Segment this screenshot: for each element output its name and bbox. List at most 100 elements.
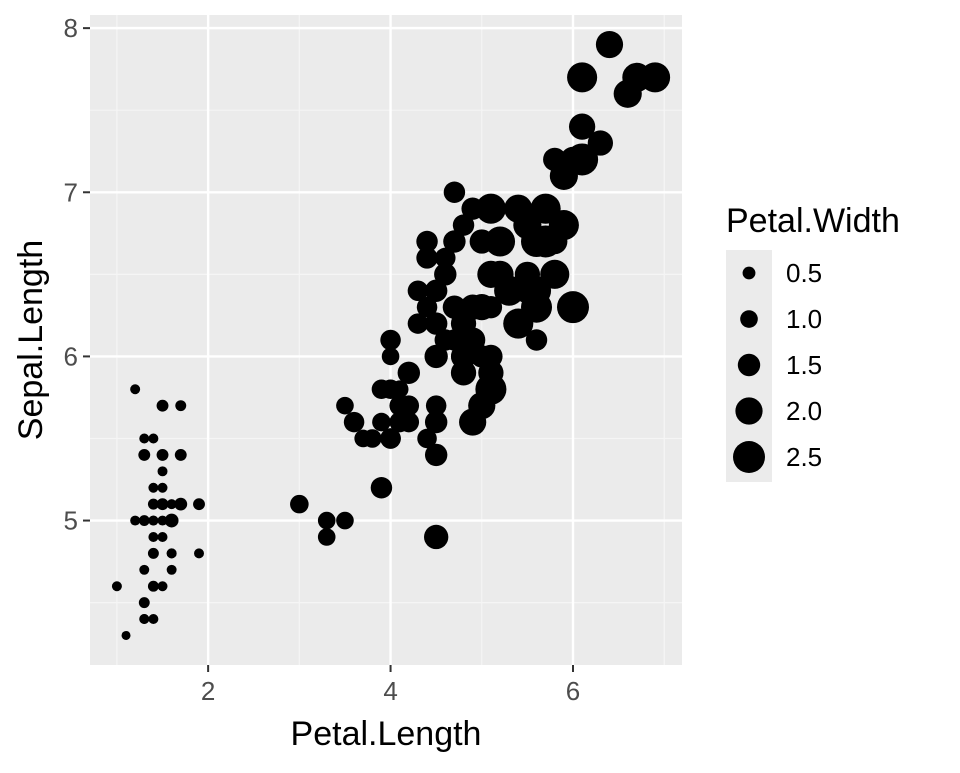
- data-point: [343, 411, 365, 433]
- data-point: [130, 515, 141, 526]
- legend-key-symbol: [740, 310, 758, 328]
- data-point: [475, 193, 506, 224]
- data-point: [121, 630, 131, 640]
- data-point: [175, 400, 187, 412]
- x-tick-label: 4: [383, 676, 397, 706]
- data-point: [139, 433, 150, 444]
- data-point: [450, 343, 477, 370]
- y-tick-label: 6: [64, 341, 78, 371]
- data-point: [459, 408, 487, 436]
- data-point: [157, 515, 168, 526]
- x-axis-ticks: 2 4 6: [201, 665, 580, 706]
- data-point: [424, 410, 448, 434]
- data-point: [148, 581, 159, 592]
- data-point: [148, 614, 159, 625]
- data-point: [336, 511, 354, 530]
- legend-key-symbol: [742, 266, 756, 280]
- data-point: [514, 278, 541, 304]
- data-point: [158, 483, 168, 493]
- legend-key-symbol: [733, 441, 765, 473]
- data-point: [354, 429, 373, 448]
- data-point: [424, 443, 448, 467]
- x-tick-label: 2: [201, 676, 215, 706]
- legend-key-label: 0.5: [786, 258, 822, 288]
- data-point: [560, 146, 586, 173]
- data-point: [397, 361, 421, 385]
- data-point: [148, 482, 159, 493]
- data-point: [194, 548, 204, 559]
- data-point: [157, 466, 168, 477]
- data-point: [156, 399, 169, 412]
- data-point: [157, 531, 168, 542]
- data-point: [166, 564, 177, 575]
- data-point: [148, 433, 159, 444]
- data-point: [380, 428, 401, 449]
- x-tick-label: 6: [566, 676, 580, 706]
- data-point: [543, 147, 567, 172]
- data-point: [435, 247, 456, 269]
- data-point: [556, 291, 589, 324]
- data-point: [484, 226, 516, 257]
- data-point: [417, 428, 437, 449]
- legend-title: Petal.Width: [726, 202, 900, 240]
- data-point: [529, 225, 562, 258]
- data-point: [166, 499, 177, 510]
- legend-key-symbol: [737, 353, 761, 377]
- data-point: [416, 247, 438, 269]
- data-point: [503, 308, 534, 339]
- data-point: [595, 30, 624, 59]
- y-axis-title: Sepal.Length: [12, 240, 50, 440]
- legend-key-label: 1.5: [786, 350, 822, 380]
- legend-key-symbol: [735, 397, 763, 425]
- y-tick-label: 8: [64, 13, 78, 43]
- data-point: [138, 515, 150, 527]
- data-point: [434, 329, 457, 351]
- legend-key-label: 2.0: [786, 396, 822, 426]
- data-point: [398, 411, 420, 433]
- data-point: [468, 294, 495, 321]
- data-point: [504, 194, 533, 223]
- legend-key-label: 1.0: [786, 304, 822, 334]
- data-point: [380, 379, 401, 400]
- data-point: [111, 581, 122, 592]
- data-point: [407, 313, 429, 334]
- data-point: [148, 532, 158, 542]
- data-point: [486, 260, 514, 288]
- data-point: [425, 395, 447, 416]
- data-point: [139, 564, 150, 575]
- data-point: [370, 476, 393, 499]
- data-point: [157, 581, 168, 592]
- data-point: [193, 498, 205, 511]
- data-point: [147, 498, 159, 510]
- data-point: [156, 448, 169, 461]
- data-point: [139, 614, 150, 625]
- y-tick-label: 7: [64, 177, 78, 207]
- data-point: [130, 384, 141, 395]
- data-point: [424, 279, 448, 302]
- data-point: [452, 214, 475, 236]
- data-point: [147, 547, 159, 559]
- data-point: [174, 497, 188, 511]
- data-point: [317, 511, 336, 530]
- data-point: [389, 395, 410, 416]
- data-point: [443, 181, 466, 204]
- data-points: [111, 30, 671, 640]
- data-point: [336, 396, 354, 415]
- data-point: [443, 230, 466, 253]
- data-point: [157, 499, 168, 510]
- y-tick-label: 5: [64, 506, 78, 536]
- size-legend: Petal.Width 0.5 1.0 1.5 2.0 2.5: [726, 202, 900, 482]
- data-point: [478, 360, 504, 386]
- data-point: [568, 113, 596, 140]
- data-point: [424, 312, 448, 335]
- data-point: [148, 515, 159, 526]
- data-point: [166, 548, 177, 559]
- data-point: [623, 63, 651, 91]
- data-point: [164, 513, 179, 528]
- data-point: [407, 280, 429, 302]
- x-axis-title: Petal.Length: [291, 715, 482, 753]
- legend-key-label: 2.5: [786, 442, 822, 472]
- legend-keys: 0.5 1.0 1.5 2.0 2.5: [733, 258, 822, 473]
